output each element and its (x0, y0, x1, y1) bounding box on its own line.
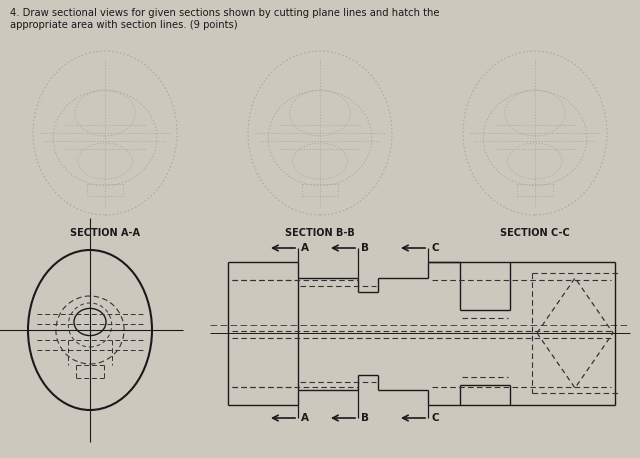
Text: C: C (431, 413, 438, 423)
Text: B: B (361, 243, 369, 253)
Text: B: B (361, 413, 369, 423)
Text: A: A (301, 243, 309, 253)
Text: 4. Draw sectional views for given sections shown by cutting plane lines and hatc: 4. Draw sectional views for given sectio… (10, 8, 440, 30)
Text: C: C (431, 243, 438, 253)
Text: SECTION B-B: SECTION B-B (285, 228, 355, 238)
Text: SECTION C-C: SECTION C-C (500, 228, 570, 238)
Text: SECTION A-A: SECTION A-A (70, 228, 140, 238)
Text: A: A (301, 413, 309, 423)
